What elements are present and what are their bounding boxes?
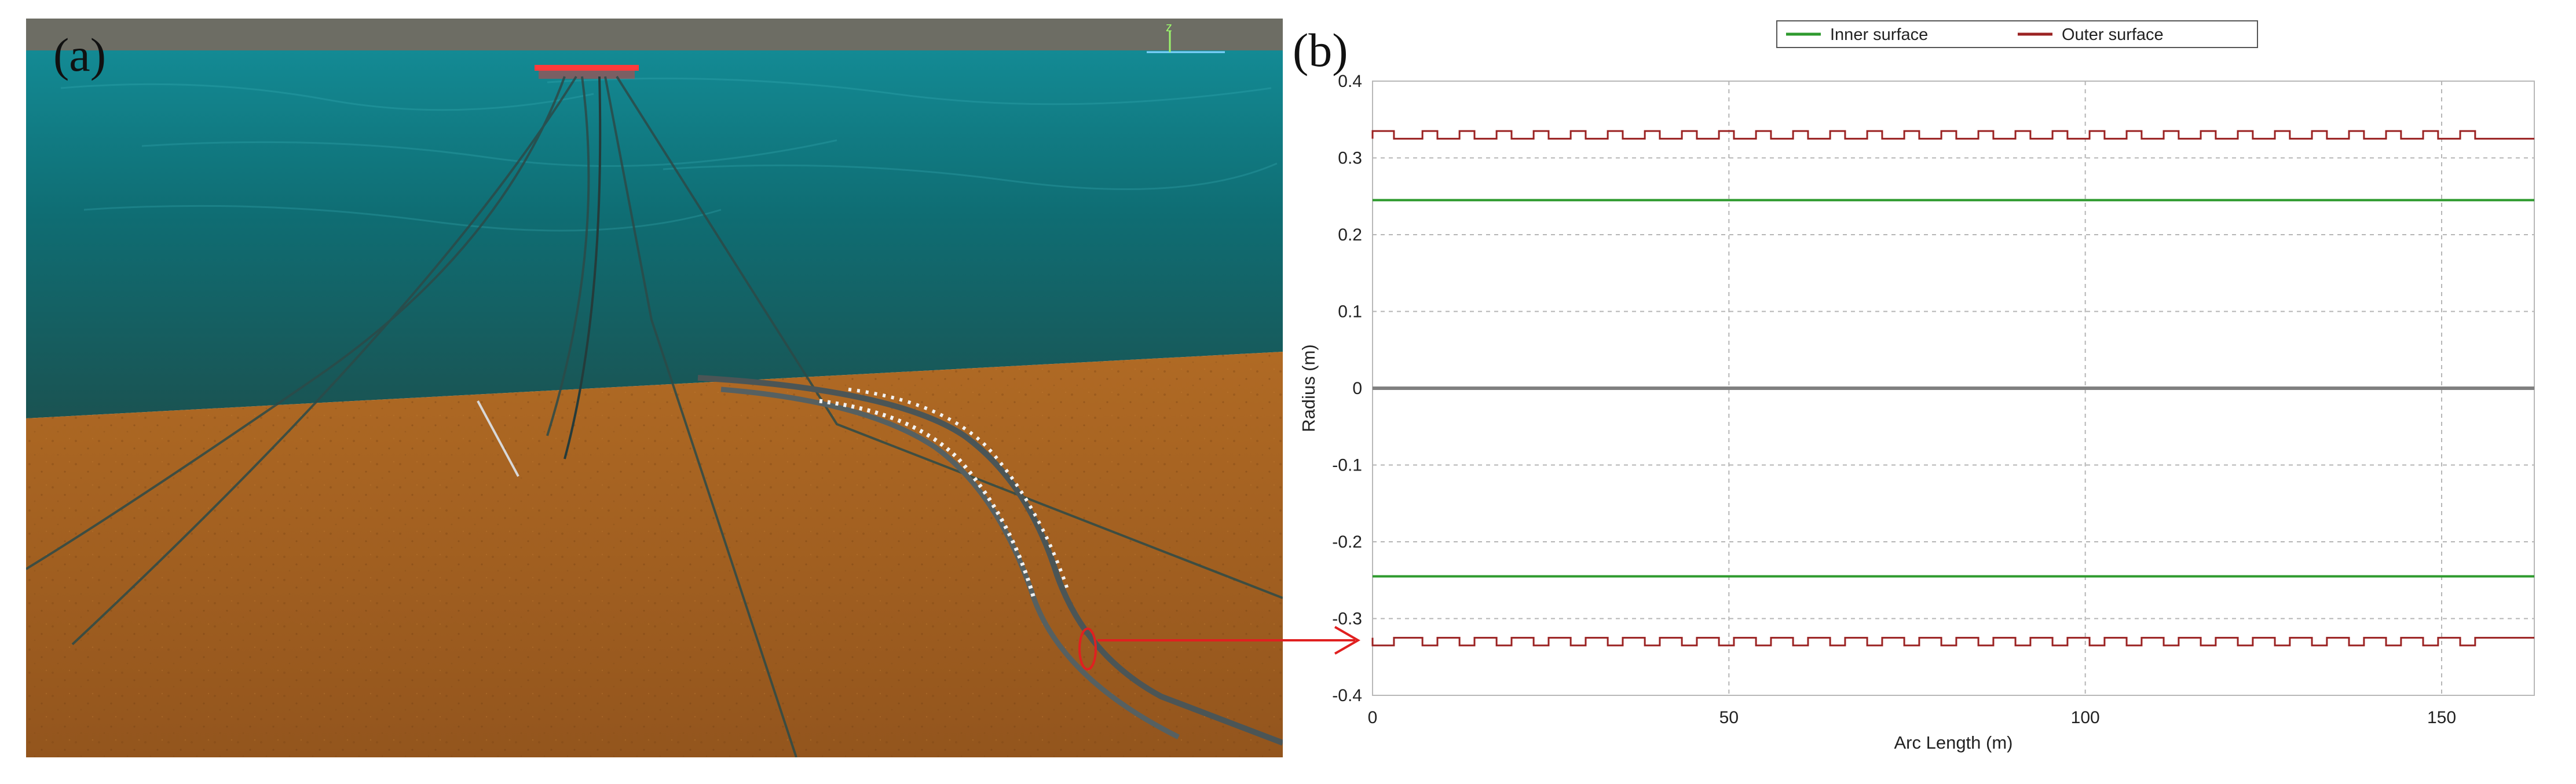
panel-a-scene: z: [26, 19, 1283, 757]
panel-b-chart: 0.4 0.3 0.2 0.1 0 -0.1 -0.2 -0.3 -0.4 0 50 100 150 Ar…: [1266, 0, 2576, 784]
axis-gizmo-icon: z: [1147, 20, 1225, 53]
outer-surface-line: [1371, 130, 2534, 140]
y-tick-label: 0.1: [1338, 302, 1362, 322]
y-tick-label: -0.4: [1332, 686, 1362, 705]
y-tick-label: -0.1: [1332, 456, 1362, 475]
flexible-riser: [697, 375, 1283, 746]
svg-text:z: z: [1166, 20, 1172, 34]
y-tick-label: 0.4: [1338, 72, 1362, 91]
y-tick-label: 0.3: [1338, 149, 1362, 168]
y-tick-label: -0.2: [1332, 533, 1362, 552]
floating-vessel: [535, 65, 639, 71]
y-tick-label: -0.3: [1332, 610, 1362, 629]
outer-surface-line: [1371, 637, 2534, 647]
mooring-lines: [26, 75, 1283, 757]
sky-band: [26, 19, 1283, 50]
panel-a-label: (a): [53, 28, 107, 81]
legend-label: Inner surface: [1830, 25, 1928, 44]
x-tick-label: 50: [1719, 708, 1739, 727]
sea-water: [26, 50, 1283, 418]
buoyancy-modules: [819, 399, 1036, 599]
highlight-ellipse: [1078, 628, 1097, 670]
y-tick-label: 0: [1352, 379, 1362, 398]
x-tick-label: 0: [1368, 708, 1378, 727]
y-axis-title: Radius (m): [1298, 344, 1319, 432]
y-tick-label: 0.2: [1338, 225, 1362, 245]
water-caustics: [60, 77, 1278, 232]
series-layer: [1371, 130, 2534, 647]
x-tick-label: 100: [2071, 708, 2100, 727]
riser-scene-illustration: z: [26, 19, 1283, 757]
legend-box: [1776, 20, 2258, 48]
x-tick-label: 150: [2427, 708, 2456, 727]
radius-chart: 0.4 0.3 0.2 0.1 0 -0.1 -0.2 -0.3 -0.4 0 50 100 150 Ar…: [1298, 20, 2535, 753]
x-axis-title: Arc Length (m): [1894, 732, 2012, 753]
panel-b-label: (b): [1293, 24, 1348, 76]
legend-label: Outer surface: [2062, 25, 2164, 44]
axes: 0.4 0.3 0.2 0.1 0 -0.1 -0.2 -0.3 -0.4 0 50 100 150 Ar…: [1298, 72, 2456, 753]
legend: Inner surface Outer surface: [1776, 20, 2258, 48]
riser-segment: [477, 400, 519, 477]
